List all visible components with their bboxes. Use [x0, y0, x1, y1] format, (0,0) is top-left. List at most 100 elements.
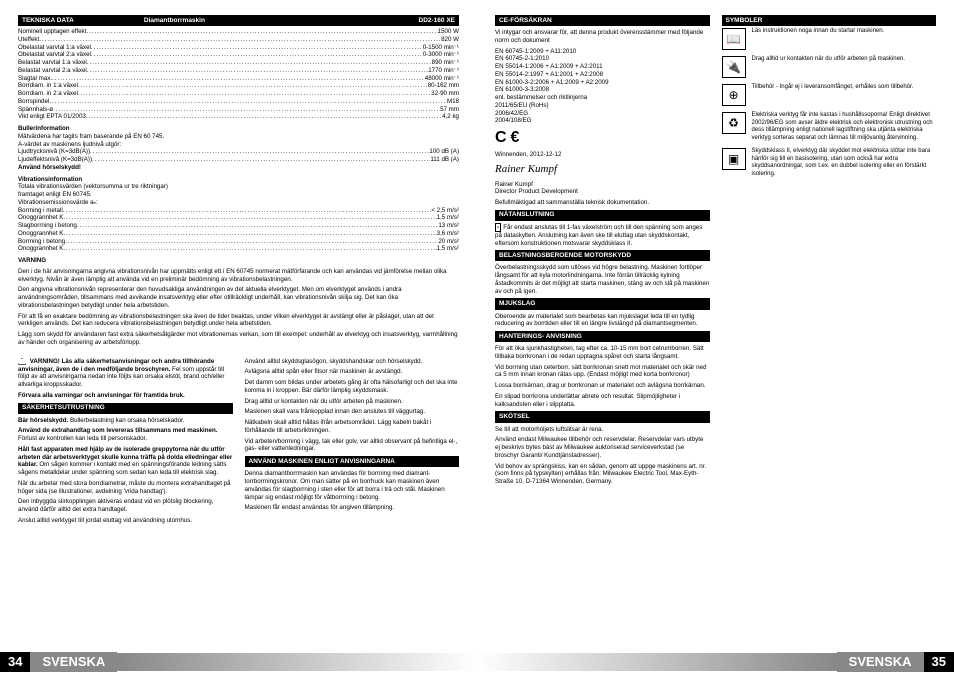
use-header: ANVÄND MASKINEN ENLIGT ANVISNINGARNA	[245, 456, 460, 467]
text-line: EN 60745-2-1:2010	[495, 55, 710, 63]
spec-value: 890 min⁻¹	[432, 59, 459, 67]
spec-row: Obelastat varvtal 2:a växel.............…	[18, 51, 459, 59]
text-line: EN 55014-1:2006 + A1:2009 + A2:2011	[495, 63, 710, 71]
symbol-row: 📖 Läs instruktionen noga innan du startar…	[722, 28, 937, 50]
spec-row: Borrspindel.............................…	[18, 98, 459, 106]
spec-label: Onoggrannhet K	[18, 245, 63, 253]
nat-header: NÄTANSLUTNING	[495, 210, 710, 221]
spec-value: 0-1500 min⁻¹	[423, 44, 459, 52]
buller-lines: Mätvärdena har tagits fram baserande på …	[18, 133, 459, 149]
spec-row: Vikt enligt EPTA 01/2003................…	[18, 113, 459, 121]
safety-para: Håll fast apparaten med hjälp av de isol…	[18, 446, 233, 477]
text-line: Avlägsna alltid spån eller flisor när ma…	[245, 368, 460, 376]
text-line: 2006/42/EG	[495, 110, 710, 118]
dots: ........................................…	[77, 222, 439, 230]
standards-list: EN 60745-1:2009 + A11:2010EN 60745-2-1:2…	[495, 48, 710, 126]
text-line: Nätkabeln skall alltid hållas ifrån arbe…	[245, 419, 460, 435]
dots: ........................................…	[63, 230, 436, 238]
text-line: Vid arbeten/borrning i vägg, tak eller g…	[245, 438, 460, 454]
text-line: A-värdet av maskinens ljudnivå utgör:	[18, 141, 459, 149]
text-line: 2004/108/EG	[495, 117, 710, 125]
text-line: EN 60745-1:2009 + A11:2010	[495, 48, 710, 56]
spec-label: Borrdiam. in 2:a växel	[18, 90, 78, 98]
text-line: Den angivna vibrationsnivån representera…	[18, 286, 459, 309]
dots: ........................................…	[87, 67, 428, 75]
motor-text: Överbelastningsskydd som utlöses vid hög…	[495, 264, 710, 295]
safety-para: Bär hörselskydd. Bullerbelastning kan or…	[18, 417, 233, 425]
text-line: Vibrationsemissionsvärde aₕ:	[18, 199, 459, 207]
symbol-icon: 🔌	[722, 56, 746, 78]
signature-icon: Rainer Kumpf	[495, 163, 710, 177]
symbols-list: 📖 Läs instruktionen noga innan du startar…	[722, 28, 937, 178]
dots: ........................................…	[63, 207, 432, 215]
text-line: Den inbyggda slirkopplingen aktiveras en…	[18, 498, 233, 514]
footer-left: 34 SVENSKA	[0, 653, 477, 671]
spec-row: Slagtal max.............................…	[18, 75, 459, 83]
dots: ........................................…	[91, 44, 423, 52]
fade-right	[477, 653, 837, 671]
spec-value: 1770 min⁻¹	[428, 67, 459, 75]
text-line: När du arbetar med stora borrdiametrar, …	[18, 480, 233, 496]
fade-left	[117, 653, 477, 671]
spec-value: 48000 min⁻¹	[425, 75, 459, 83]
spec-value: 4,2 kg	[442, 113, 459, 121]
varning-paras: Den i de här anvisningarna angivna vibra…	[18, 268, 459, 347]
mjuk-text: Oberoende av materialet som bearbetas ka…	[495, 313, 710, 329]
spec-row: Spännhals-ø.............................…	[18, 106, 459, 114]
spec-label: Onoggrannhet K	[18, 230, 63, 238]
text-line: Se till att motorhöljets luftslitsar är …	[495, 426, 710, 434]
dots: ........................................…	[78, 90, 431, 98]
text-line: Vid behov av sprängskiss, kan en sådan, …	[495, 463, 710, 486]
symbol-icon: 📖	[722, 28, 746, 50]
warning-box: VARNING! Läs alla säkerhetsanvisningar o…	[18, 358, 233, 389]
spec-row: Belastat varvtal 1:a växel..............…	[18, 59, 459, 67]
buller-specs: Ljudtrycksnivå (K=3dB(A))...............…	[18, 148, 459, 164]
lang-left: SVENSKA	[30, 652, 117, 672]
spec-label: Borrning i metall	[18, 207, 63, 215]
spec-row: Borrdiam. in 1:a växel..................…	[18, 82, 459, 90]
dots: ........................................…	[52, 75, 425, 83]
spec-row: Onoggrannhet K..........................…	[18, 214, 459, 222]
spec-row: Onoggrannhet K..........................…	[18, 230, 459, 238]
ce-header: CE-FÖRSÄKRAN	[495, 15, 710, 26]
spec-row: Ljudtrycksnivå (K=3dB(A))...............…	[18, 148, 459, 156]
dots: ........................................…	[53, 106, 440, 114]
right-col2: SYMBOLER 📖Läs instruktionen noga innan d…	[722, 12, 937, 489]
symbol-text: Läs instruktionen noga innan du startar …	[752, 28, 937, 36]
sig-title: Director Product Development	[495, 188, 710, 196]
dots: ........................................…	[49, 98, 447, 106]
spec-label: Slagborrning i betong	[18, 222, 77, 230]
spec-row: Belastat varvtal 2:a växel..............…	[18, 67, 459, 75]
symbol-row: ⊕Tillbehör - Ingår ej i leveransomfånget…	[722, 84, 937, 106]
dots: ........................................…	[91, 51, 423, 59]
mjuk-header: MJUKSLAG	[495, 298, 710, 309]
use-paras: Denna diamantborrmaskin kan användas för…	[245, 470, 460, 512]
spec-value: 13 m/s²	[438, 222, 459, 230]
spec-value: 100 dB (A)	[429, 148, 459, 156]
spec-row: Borrdiam. in 2:a växel..................…	[18, 90, 459, 98]
spec-label: Uteffekt	[18, 36, 39, 44]
motor-header: BELASTNINGSBEROENDE MOTORSKYDD	[495, 250, 710, 261]
symbol-icon: ⊕	[722, 84, 746, 106]
text-line: Maskinen får endast användas för angiven…	[245, 504, 460, 512]
specs-list: Nominell upptagen effekt................…	[18, 28, 459, 121]
sig-auth: Befullmäktigad att sammanställa teknisk …	[495, 199, 710, 207]
symbol-text: Elektriska verktyg får inte kastas i hus…	[752, 112, 937, 142]
spec-label: Slagtal max.	[18, 75, 52, 83]
symbol-text: Skyddsklass II, elverktyg där skyddet mo…	[752, 148, 937, 178]
hant-header: HANTERINGS- ANVISNING	[495, 331, 710, 342]
spec-label: Spännhals-ø	[18, 106, 53, 114]
text-line: Maskinen skall vara frånkopplad innan de…	[245, 408, 460, 416]
page-left: TEKNISKA DATA Diamantborrmaskin DD2-160 …	[0, 0, 477, 677]
dots: ........................................…	[63, 245, 436, 253]
safety-para: Använd de extrahandtag som levereras til…	[18, 427, 233, 443]
spec-value: 20 m/s²	[438, 238, 459, 246]
text-line: Det damm som bildas under arbetets gång …	[245, 379, 460, 395]
safety-header: SÄKERHETSUTRUSTNING	[18, 403, 233, 414]
symbol-text: Drag alltid ur kontakten när du utför ar…	[752, 56, 937, 64]
spec-value: 32-90 mm	[431, 90, 459, 98]
text-line: Anslut alltid verktyget till jordat elut…	[18, 517, 233, 525]
symbol-icon: ▣	[722, 148, 746, 170]
right-col1: CE-FÖRSÄKRAN Vi intygar och ansvarar för…	[495, 12, 710, 489]
spec-row: Slagborrning i betong...................…	[18, 222, 459, 230]
